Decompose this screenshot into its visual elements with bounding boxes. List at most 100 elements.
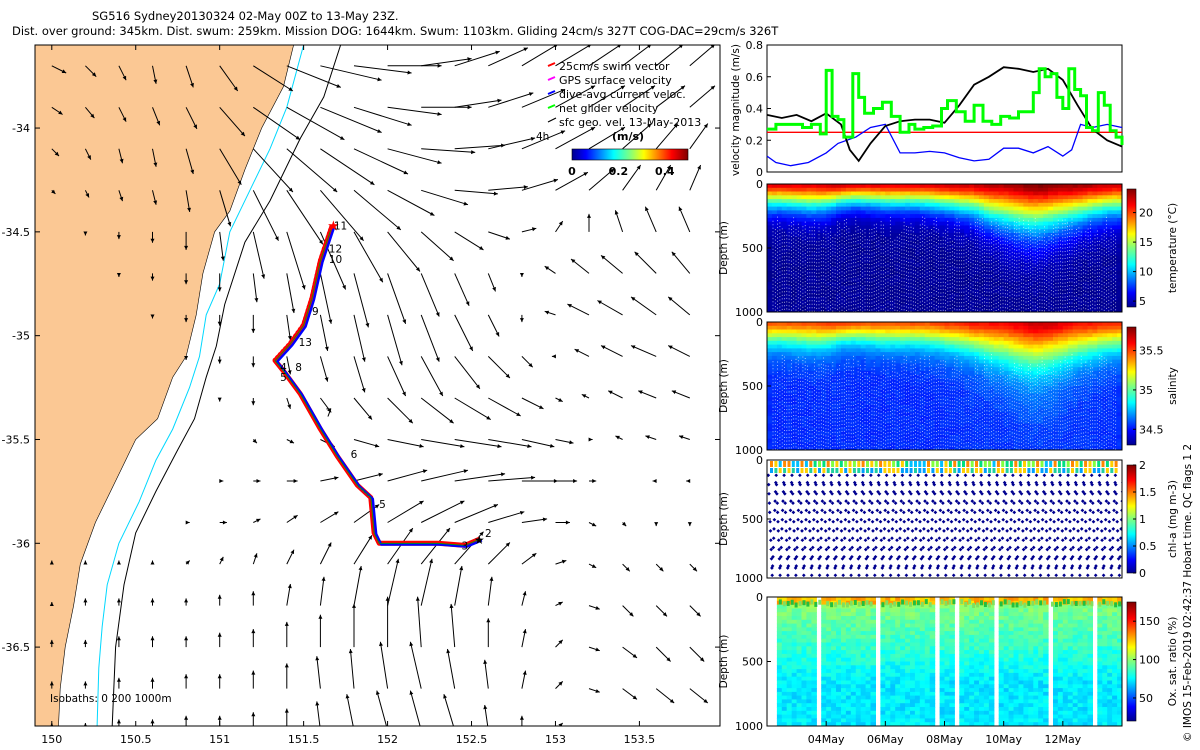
section-cell <box>914 423 921 428</box>
section-cell <box>1097 296 1103 302</box>
section-cell <box>1013 225 1019 230</box>
section-cell <box>801 281 807 287</box>
section-cell <box>1053 251 1059 257</box>
section-cell <box>934 255 941 260</box>
section-cell <box>895 289 901 294</box>
geo-vector-shaft <box>353 148 409 175</box>
section-cell <box>816 251 822 257</box>
section-cell <box>895 397 901 402</box>
section-cell <box>781 202 788 208</box>
section-cell <box>796 438 803 444</box>
geo-vector-shaft <box>487 576 493 606</box>
geo-vector-head <box>352 603 356 608</box>
section-cell <box>826 367 832 372</box>
section-cell <box>791 281 798 287</box>
section-cell <box>816 393 822 398</box>
geo-vector-head <box>315 656 320 661</box>
section-cell <box>806 210 812 215</box>
section-cell <box>949 281 955 287</box>
section-cell <box>1112 236 1118 242</box>
geo-vector-head <box>475 384 480 389</box>
section-cell <box>919 389 926 395</box>
section-cell <box>939 438 946 444</box>
section-cell <box>1117 289 1122 294</box>
section-cell <box>1067 285 1074 290</box>
section-cell <box>998 236 1005 242</box>
section-cell <box>776 329 783 334</box>
section-cell <box>855 412 862 417</box>
section-cell <box>821 263 827 268</box>
geo-vector-shaft <box>443 694 454 726</box>
section-cell <box>1053 300 1059 306</box>
section-cell <box>929 221 936 226</box>
section-cell <box>974 304 980 309</box>
geo-vector-arrow <box>353 314 366 362</box>
section-cell <box>796 408 803 413</box>
section-cell <box>1008 304 1015 309</box>
section-cell <box>1107 206 1113 211</box>
section-cell <box>890 285 896 290</box>
section-cell <box>786 382 793 387</box>
geo-vector-arrow <box>588 605 600 610</box>
section-cell <box>826 325 832 331</box>
geo-vector-arrow <box>286 314 292 341</box>
geo-vector-arrow <box>544 310 556 316</box>
section-cell <box>1038 293 1044 298</box>
geo-vector-head <box>256 518 261 523</box>
section-cell <box>1077 293 1084 298</box>
geo-vector-shaft <box>219 231 224 261</box>
section-cell <box>944 296 950 302</box>
section-cell <box>890 340 896 346</box>
section-cell <box>841 412 847 417</box>
section-cell <box>905 199 911 204</box>
section-cell <box>841 397 847 402</box>
section-cell <box>845 412 852 417</box>
section-cell <box>1003 308 1010 312</box>
section-cell <box>767 397 773 402</box>
section-cell <box>924 355 931 361</box>
section-cell <box>776 355 783 361</box>
section-cell <box>1003 202 1010 208</box>
section-cell <box>1028 266 1034 272</box>
section-cell <box>885 210 891 215</box>
section-cell <box>905 404 911 410</box>
section-cell <box>890 401 896 406</box>
section-cell <box>1067 187 1074 193</box>
section-cell <box>855 296 862 302</box>
section-cell <box>939 195 946 200</box>
section-cell <box>875 378 881 383</box>
geo-vector-shaft <box>521 518 548 523</box>
geo-vector-shaft <box>319 314 329 351</box>
section-cell <box>821 300 827 306</box>
section-cell <box>845 255 852 260</box>
section-cell <box>836 344 842 349</box>
section-cell <box>1048 199 1054 204</box>
section-cell <box>875 431 881 436</box>
section-cell <box>796 229 803 234</box>
section-cell <box>919 438 926 444</box>
geo-vector-head <box>528 363 533 368</box>
section-cell <box>998 274 1005 279</box>
section-cell <box>811 240 817 245</box>
section-cell <box>1087 270 1093 275</box>
section-cell <box>890 263 896 268</box>
section-cell <box>771 378 778 383</box>
section-cell <box>983 210 990 215</box>
section-cell <box>1053 263 1059 268</box>
section-cell <box>875 333 881 338</box>
velocity-series <box>766 66 1124 167</box>
section-cell <box>771 300 778 306</box>
map-x-tick-label: 150 <box>41 733 62 746</box>
section-cell <box>1102 210 1108 215</box>
section-cell <box>870 393 876 398</box>
section-cell <box>1028 255 1034 260</box>
section-cell <box>949 289 955 294</box>
section-cell <box>1092 266 1098 272</box>
section-cell <box>1077 225 1084 230</box>
section-cell <box>1097 278 1103 283</box>
section-cell <box>786 229 793 234</box>
section-cell <box>993 293 1000 298</box>
section-cell <box>841 199 847 204</box>
section-cell <box>1033 244 1039 249</box>
section-cell <box>979 255 985 260</box>
